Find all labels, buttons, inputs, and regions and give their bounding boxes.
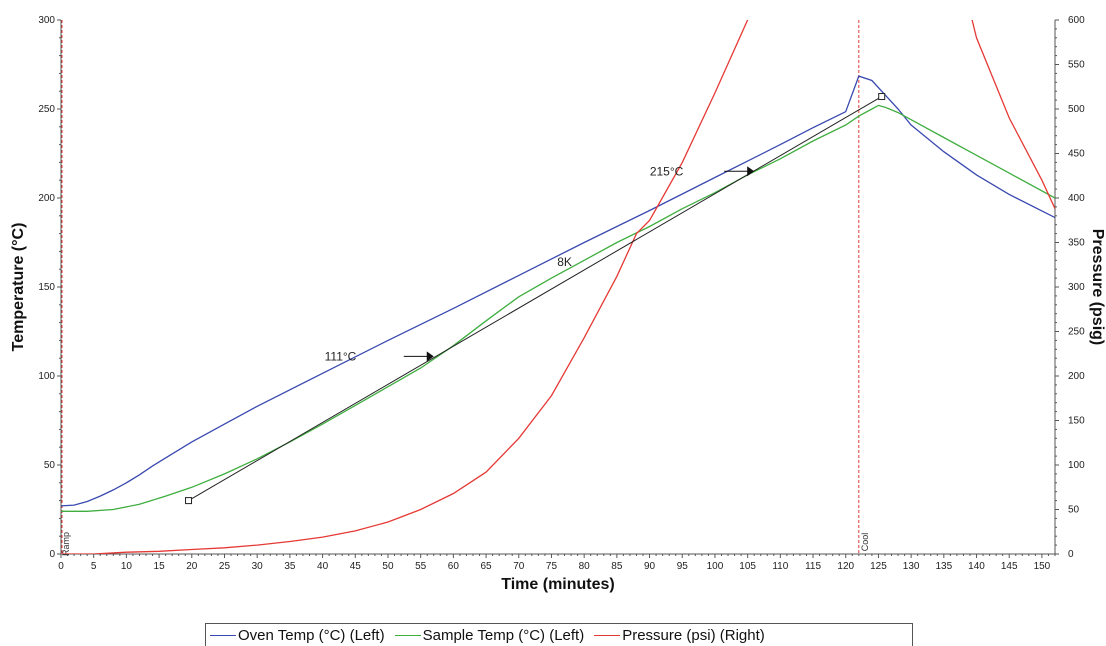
- x-tick-label: 75: [546, 561, 558, 572]
- y-right-tick-label: 350: [1068, 238, 1085, 249]
- x-tick-label: 85: [611, 561, 623, 572]
- legend-swatch-pressure: [594, 634, 621, 636]
- x-tick-label: 10: [121, 561, 133, 572]
- x-tick-label: 135: [935, 561, 952, 572]
- ramp-marker-label: Ramp: [61, 532, 71, 556]
- x-axis-title: Time (minutes): [501, 576, 615, 593]
- y-right-tick-label: 50: [1068, 505, 1080, 516]
- x-tick-label: 50: [382, 561, 394, 572]
- y-left-tick-label: 50: [44, 460, 56, 471]
- x-tick-label: 150: [1034, 561, 1051, 572]
- x-tick-label: 105: [739, 561, 756, 572]
- legend-swatch-oven: [210, 634, 236, 636]
- delta-8k-label: 8K: [557, 255, 572, 269]
- x-tick-label: 115: [805, 561, 821, 572]
- y-right-tick-label: 150: [1068, 416, 1085, 427]
- legend-item-pressure: Pressure (psi) (Right): [594, 627, 765, 644]
- tangent-start-marker: [185, 497, 193, 505]
- chart-svg: 0 5 10 15 20 25 30 35 40 45 50 55 60 65 70 75 80 85 90 95 10…: [10, 15, 1106, 593]
- y-left-tick-label: 150: [38, 282, 55, 293]
- x-tick-label: 110: [772, 561, 788, 572]
- temp-111-annotation-label: 111°C: [325, 349, 357, 363]
- x-tick-label: 0: [58, 561, 64, 572]
- y-right-tick-label: 300: [1068, 282, 1085, 293]
- legend-label-pressure: Pressure (psi) (Right): [622, 626, 765, 644]
- temp-215-annotation-label: 215°C: [650, 164, 684, 178]
- x-tick-label: 40: [317, 561, 329, 572]
- x-tick-label: 125: [870, 561, 887, 572]
- x-tick-label: 145: [1001, 561, 1018, 572]
- x-tick-label: 100: [707, 561, 724, 572]
- y-right-tick-label: 500: [1068, 104, 1085, 115]
- y-axis-right-title: Pressure (psig): [1089, 229, 1106, 345]
- tangent-line: [188, 96, 882, 502]
- x-tick-label: 80: [579, 561, 591, 572]
- y-right-tick-label: 450: [1068, 149, 1085, 160]
- tangent-end-marker: [878, 93, 886, 101]
- chart-legend: Oven Temp (°C) (Left) Sample Temp (°C) (…: [205, 623, 913, 646]
- x-tick-label: 15: [154, 561, 166, 572]
- x-tick-label: 120: [837, 561, 854, 572]
- x-tick-label: 20: [186, 561, 198, 572]
- y-left-tick-label: 0: [49, 549, 55, 560]
- sample-temp-line: [61, 104, 1055, 512]
- y-left-tick-label: 200: [38, 193, 55, 204]
- temp-215-arrow-head: [747, 166, 755, 177]
- y-right-tick-label: 550: [1068, 60, 1085, 71]
- x-tick-label: 30: [252, 561, 264, 572]
- y-right-tick-label: 400: [1068, 193, 1085, 204]
- x-tick-label: 65: [481, 561, 493, 572]
- legend-item-sample: Sample Temp (°C) (Left): [394, 626, 585, 644]
- y-left-tick-label: 300: [38, 15, 55, 26]
- x-tick-label: 70: [513, 561, 525, 572]
- x-tick-label: 95: [677, 561, 689, 572]
- x-tick-label: 140: [968, 561, 985, 572]
- x-tick-label: 60: [448, 561, 460, 572]
- y-left-tick-label: 100: [38, 371, 55, 382]
- x-tick-label: 45: [350, 561, 362, 572]
- y-right-tick-label: 600: [1068, 15, 1085, 26]
- y-axis-left-title: Temperature (°C): [10, 223, 27, 352]
- x-tick-label: 5: [91, 561, 97, 572]
- x-tick-label: 35: [284, 561, 296, 572]
- legend-item-oven: Oven Temp (°C) (Left): [210, 627, 385, 644]
- y-right-tick-label: 200: [1068, 371, 1085, 382]
- y-right-tick-label: 100: [1068, 460, 1085, 471]
- legend-swatch-sample: [394, 634, 421, 636]
- cool-marker-label: Cool: [860, 533, 870, 552]
- x-tick-label: 25: [219, 561, 231, 572]
- y-left-tick-label: 250: [38, 104, 55, 115]
- oven-temp-line: [61, 75, 1055, 507]
- x-tick-label: 130: [903, 561, 920, 572]
- legend-label-sample: Sample Temp (°C) (Left): [422, 626, 585, 644]
- y-right-tick-label: 0: [1068, 549, 1074, 560]
- temp-111-arrow-head: [426, 351, 434, 362]
- x-tick-label: 90: [644, 561, 656, 572]
- x-tick-label: 55: [415, 561, 427, 572]
- legend-label-oven: Oven Temp (°C) (Left): [238, 626, 385, 644]
- y-right-tick-label: 250: [1068, 327, 1085, 338]
- pressure-line: [61, 20, 1055, 554]
